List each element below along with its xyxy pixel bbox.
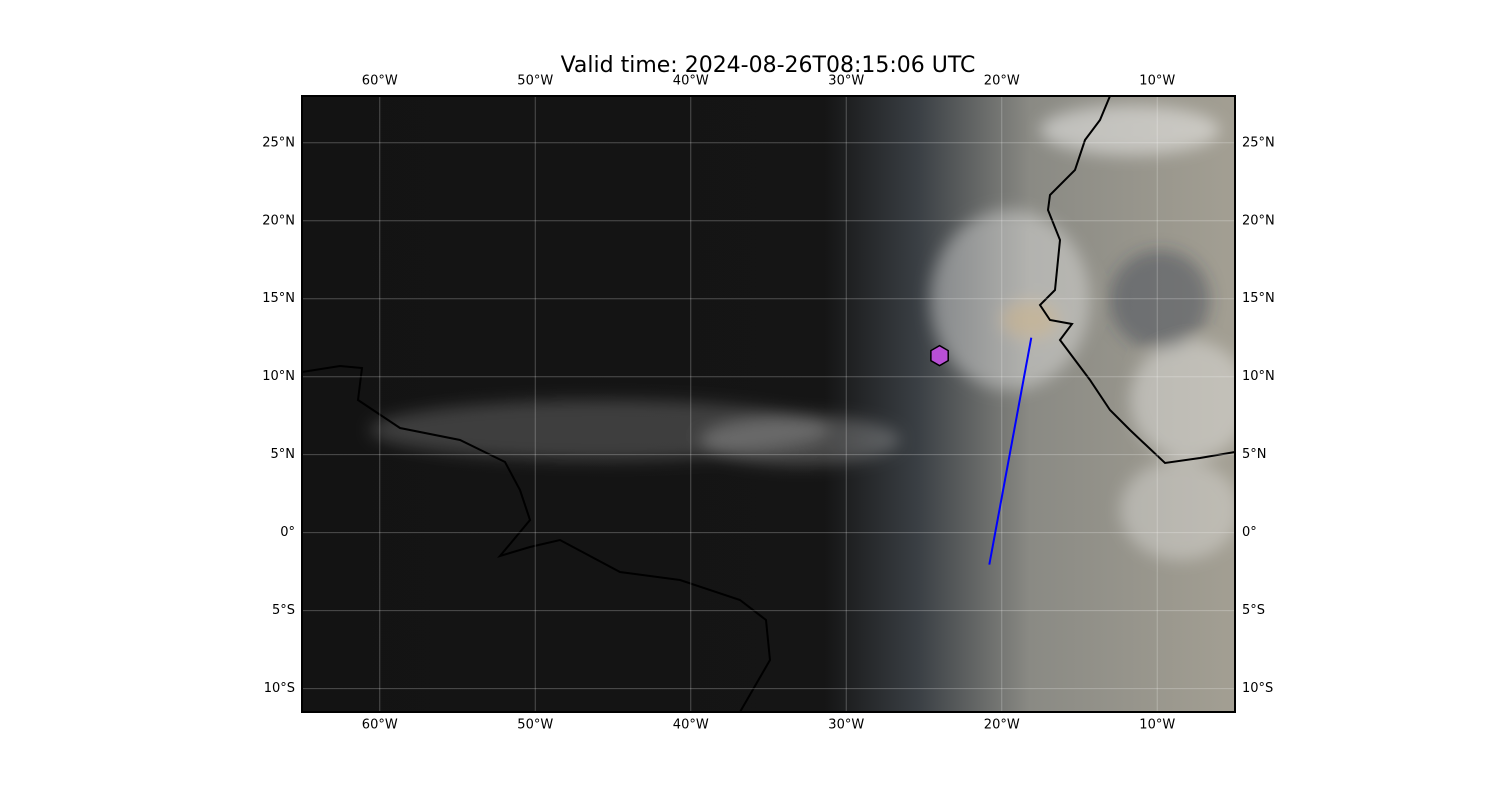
y-tick-label: 20°N — [1242, 213, 1275, 228]
x-tick-label: 30°W — [828, 74, 864, 89]
y-tick-label: 5°N — [1242, 447, 1267, 462]
y-tick-label: 25°N — [262, 135, 295, 150]
y-tick-label: 15°N — [1242, 291, 1275, 306]
x-tick-label: 50°W — [517, 718, 553, 733]
x-tick-label: 20°W — [984, 718, 1020, 733]
overlay — [302, 96, 1235, 712]
y-tick-label: 5°S — [272, 603, 295, 618]
location-marker — [930, 344, 949, 367]
x-tick-label: 10°W — [1139, 74, 1175, 89]
y-tick-label: 15°N — [262, 291, 295, 306]
y-tick-label: 10°N — [262, 369, 295, 384]
y-tick-label: 0° — [1242, 525, 1257, 540]
y-tick-label: 20°N — [262, 213, 295, 228]
x-tick-label: 10°W — [1139, 718, 1175, 733]
x-tick-label: 50°W — [517, 74, 553, 89]
x-tick-label: 60°W — [362, 718, 398, 733]
y-tick-label: 10°S — [1242, 681, 1273, 696]
map-frame — [301, 95, 1236, 713]
track-line — [988, 337, 1033, 565]
y-tick-label: 0° — [280, 525, 295, 540]
y-tick-label: 5°N — [271, 447, 296, 462]
coastline — [302, 364, 772, 712]
x-tick-label: 40°W — [673, 718, 709, 733]
satellite-image — [302, 96, 1235, 712]
x-tick-label: 40°W — [673, 74, 709, 89]
x-tick-label: 60°W — [362, 74, 398, 89]
y-tick-label: 5°S — [1242, 603, 1265, 618]
y-tick-label: 10°S — [264, 681, 295, 696]
x-tick-label: 30°W — [828, 718, 864, 733]
y-tick-label: 10°N — [1242, 369, 1275, 384]
map-title: Valid time: 2024-08-26T08:15:06 UTC — [561, 53, 976, 78]
x-tick-label: 20°W — [984, 74, 1020, 89]
coastline — [1038, 96, 1235, 465]
y-tick-label: 25°N — [1242, 135, 1275, 150]
